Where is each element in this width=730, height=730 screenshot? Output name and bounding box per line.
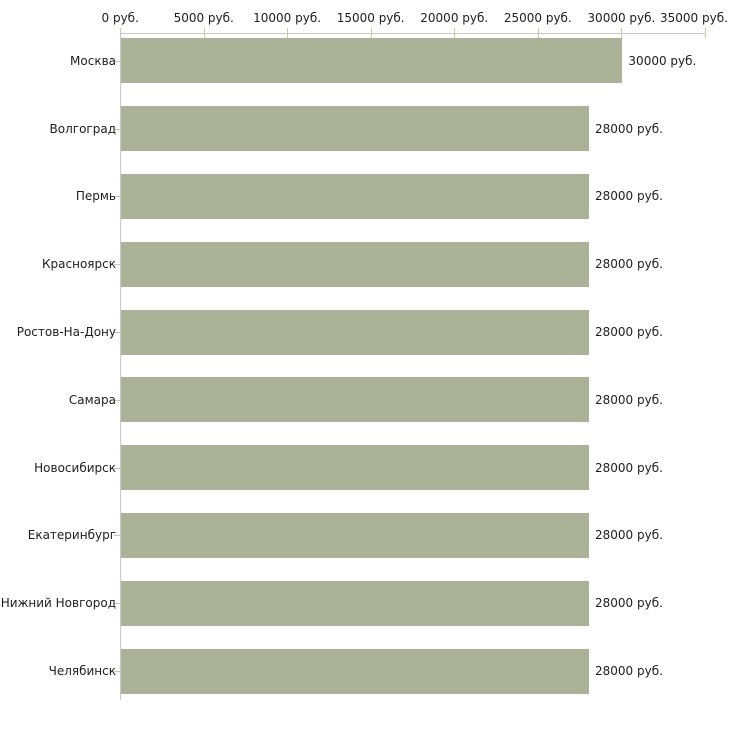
category-tick [114, 264, 121, 265]
y-axis-line [120, 33, 121, 700]
category-label: Москва [70, 53, 116, 68]
category-label: Екатеринбург [27, 528, 116, 543]
x-axis-tick [454, 28, 456, 38]
category-tick [114, 129, 121, 130]
category-tick [114, 196, 121, 197]
x-axis-tick [705, 28, 706, 38]
bar [121, 173, 589, 219]
value-label: 28000 руб. [595, 528, 663, 543]
category-tick [114, 61, 121, 62]
value-label: 28000 руб. [595, 189, 663, 204]
category-label: Челябинск [48, 664, 116, 678]
x-axis-tick-label: 20000 руб. [420, 11, 489, 25]
category-label: Нижний Новгород [0, 596, 116, 611]
category-tick [114, 603, 121, 604]
category-tick [114, 468, 121, 469]
category-tick [114, 671, 121, 672]
value-label: 28000 руб. [595, 596, 663, 611]
category-label: Самара [68, 392, 116, 407]
x-axis-line [120, 33, 706, 34]
category-tick [114, 400, 121, 401]
bar [121, 309, 589, 355]
bar [121, 512, 589, 558]
value-label: 28000 руб. [595, 257, 663, 272]
bar [121, 38, 623, 84]
bar [121, 106, 589, 152]
x-axis-tick [370, 28, 372, 38]
x-axis-tick [203, 28, 205, 38]
bar [121, 377, 589, 423]
x-axis-tick [120, 28, 121, 38]
category-label: Ростов-На-Дону [16, 325, 116, 339]
x-axis-tick [537, 28, 539, 38]
x-axis-tick-label: 5000 руб. [173, 11, 234, 25]
value-label: 28000 руб. [595, 460, 663, 475]
bar [121, 445, 589, 491]
x-axis-tick [621, 28, 623, 38]
value-label: 28000 руб. [595, 121, 663, 136]
x-axis-tick-label: 0 руб. [101, 11, 139, 25]
x-axis-tick-label: 30000 руб. [587, 11, 656, 25]
category-tick [114, 332, 121, 333]
value-label: 28000 руб. [595, 325, 663, 339]
value-label: 30000 руб. [628, 53, 697, 68]
value-label: 28000 руб. [595, 664, 663, 678]
x-axis-tick [287, 28, 289, 38]
x-axis-tick-label: 10000 руб. [253, 11, 322, 25]
category-tick [114, 535, 121, 536]
value-label: 28000 руб. [595, 392, 663, 407]
bar [121, 241, 589, 287]
x-axis-tick-label: 25000 руб. [503, 11, 572, 25]
category-label: Новосибирск [34, 460, 116, 475]
category-label: Волгоград [49, 121, 116, 136]
category-label: Пермь [75, 189, 116, 204]
category-label: Красноярск [42, 257, 116, 272]
x-axis-tick-label: 15000 руб. [336, 11, 405, 25]
bar [121, 648, 589, 694]
bar [121, 580, 589, 626]
x-axis-tick-label: 35000 руб. [660, 11, 728, 25]
